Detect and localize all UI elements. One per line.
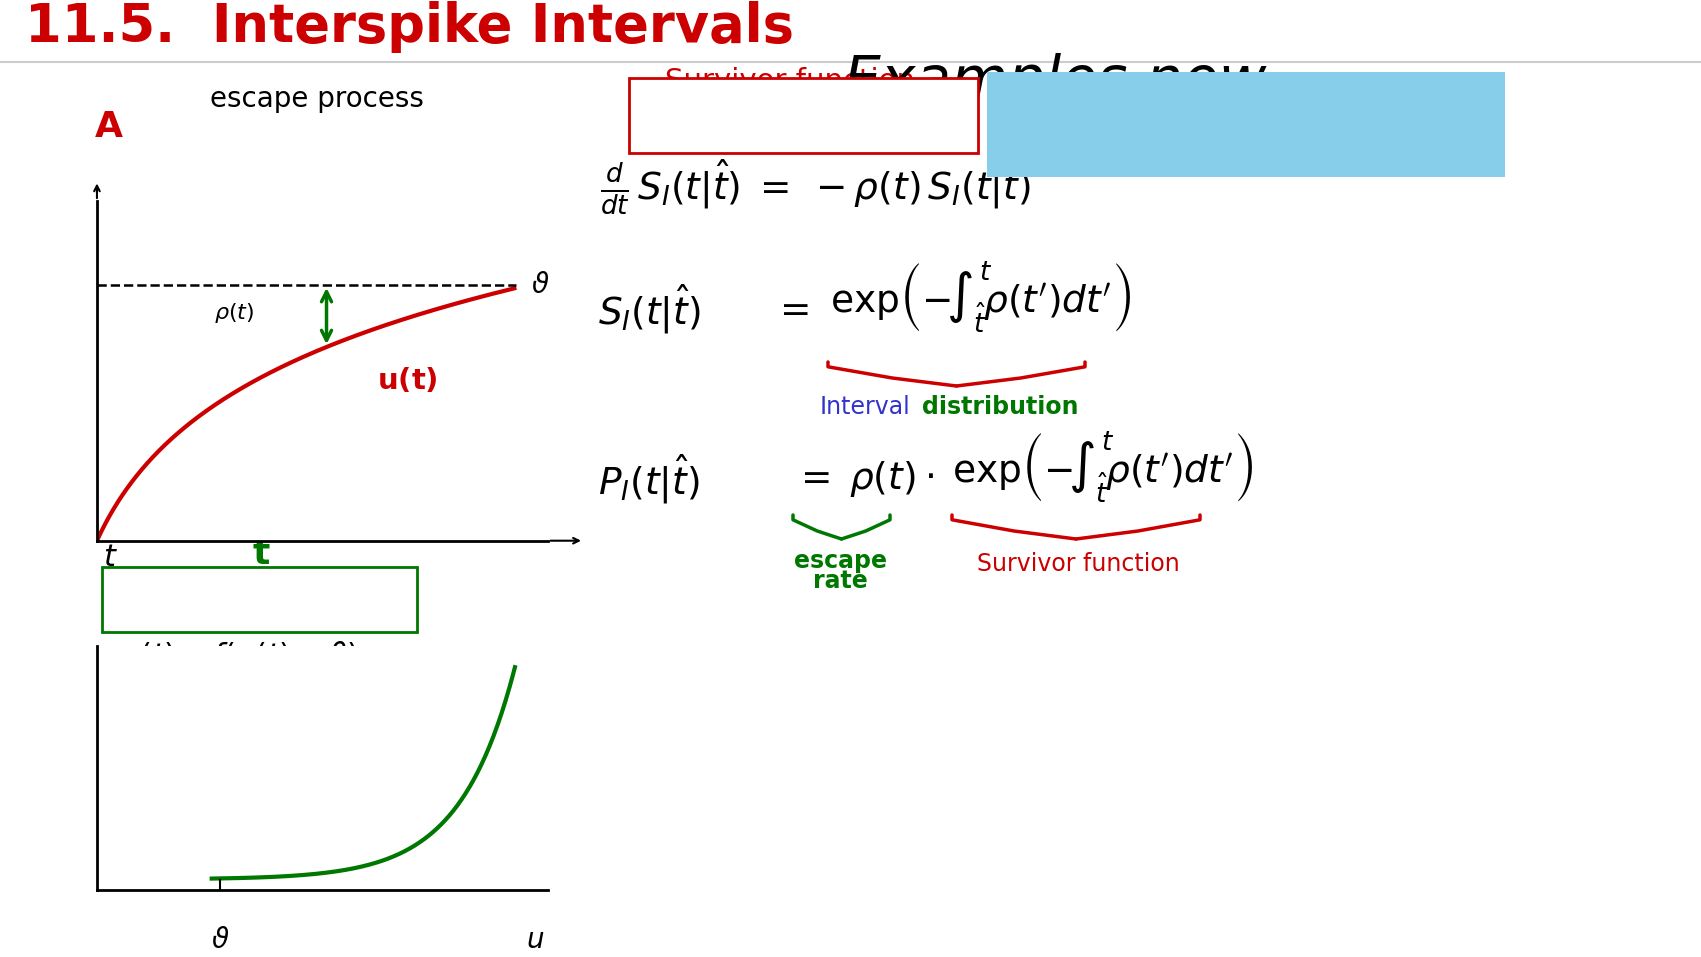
Text: $\rho(t)$: $\rho(t)$ bbox=[214, 300, 253, 324]
Text: $=$: $=$ bbox=[772, 291, 808, 327]
Text: escape process: escape process bbox=[209, 85, 424, 113]
Text: $\vartheta$: $\vartheta$ bbox=[531, 271, 549, 300]
Text: Examples now: Examples now bbox=[844, 54, 1266, 110]
Text: $u$: $u$ bbox=[526, 926, 544, 954]
Text: $\frac{d}{dt}\,S_I(t|\hat{t})\;=\;-\rho(t)\,S_I(t|\hat{t})$: $\frac{d}{dt}\,S_I(t|\hat{t})\;=\;-\rho(… bbox=[600, 157, 1031, 216]
Text: $\exp\!\left(-\!\int_{\hat{t}}^{t}\!\rho(t^{\prime})dt^{\prime}\right)$: $\exp\!\left(-\!\int_{\hat{t}}^{t}\!\rho… bbox=[830, 259, 1131, 335]
Text: 11.5.  Interspike Intervals: 11.5. Interspike Intervals bbox=[26, 1, 794, 53]
Text: escape: escape bbox=[793, 549, 886, 573]
Text: rate: rate bbox=[813, 569, 868, 593]
Text: $P_I(t|\hat{t})$: $P_I(t|\hat{t})$ bbox=[599, 452, 699, 506]
Text: Interval: Interval bbox=[820, 395, 910, 419]
Text: $\bf{u(t)}$: $\bf{u(t)}$ bbox=[376, 367, 437, 395]
Text: escape rate: escape rate bbox=[191, 595, 354, 623]
Text: $S_I(t|\hat{t})$: $S_I(t|\hat{t})$ bbox=[599, 282, 701, 336]
Text: $\exp\!\left(-\!\int_{\hat{t}}^{t}\!\rho(t^{\prime})dt^{\prime}\right)$: $\exp\!\left(-\!\int_{\hat{t}}^{t}\!\rho… bbox=[953, 430, 1254, 504]
Text: $\mathbf{t}$: $\mathbf{t}$ bbox=[252, 537, 270, 571]
Text: $\rho(t) = f(u(t) - \vartheta)$: $\rho(t) = f(u(t) - \vartheta)$ bbox=[121, 639, 357, 675]
Text: $\vartheta$: $\vartheta$ bbox=[211, 926, 230, 954]
Text: $\hat{t}$: $\hat{t}$ bbox=[104, 535, 117, 572]
Text: $=\;\rho(t)\cdot$: $=\;\rho(t)\cdot$ bbox=[793, 459, 934, 499]
Text: A: A bbox=[95, 110, 122, 144]
Text: Survivor function: Survivor function bbox=[976, 552, 1179, 576]
Text: Survivor function: Survivor function bbox=[665, 67, 915, 95]
Text: distribution: distribution bbox=[922, 395, 1078, 419]
